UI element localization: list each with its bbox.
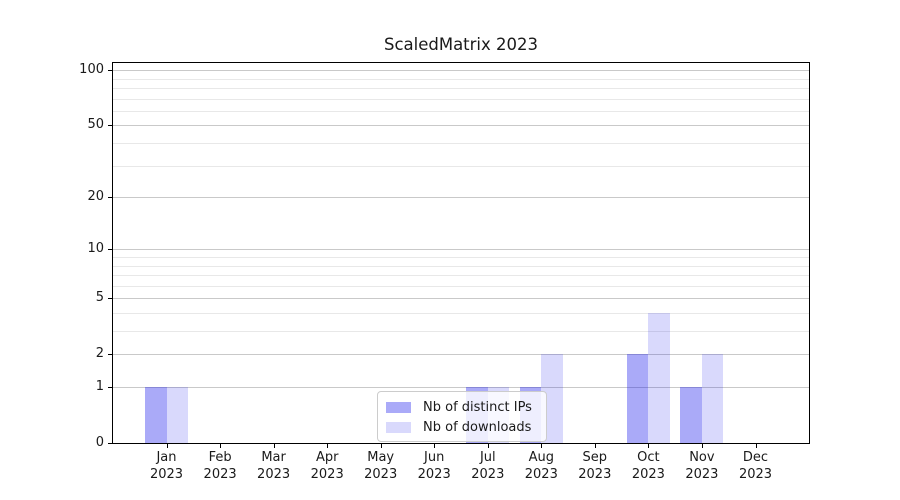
- gridline-y-3: [113, 331, 809, 332]
- x-tick-label-nov: Nov 2023: [685, 450, 719, 482]
- bar-distinct-ips-9: [626, 354, 649, 443]
- x-tick-mark: [220, 444, 222, 448]
- x-tick-mark: [166, 444, 168, 448]
- x-tick-label-mar: Mar 2023: [257, 450, 291, 482]
- x-tick-label-sep: Sep 2023: [578, 450, 612, 482]
- y-tick-label-10: 10: [87, 241, 104, 257]
- gridline-y-8: [113, 265, 809, 267]
- x-tick-label-jun: Jun 2023: [417, 450, 451, 482]
- x-tick-mark: [648, 444, 650, 448]
- x-tick-mark: [273, 444, 275, 448]
- gridline-y-6: [113, 285, 809, 287]
- legend-label-distinct-ips: Nb of distinct IPs: [423, 399, 532, 415]
- x-tick-mark: [541, 444, 543, 448]
- legend-swatch-distinct-ips: [386, 401, 411, 413]
- x-tick-mark: [755, 444, 757, 448]
- x-tick-label-dec: Dec 2023: [738, 450, 773, 482]
- y-tick-label-50: 50: [87, 117, 104, 133]
- bar-distinct-ips-10: [680, 387, 702, 443]
- gridline-y-70: [113, 98, 809, 100]
- x-tick-label-oct: Oct 2023: [631, 450, 665, 482]
- y-tick-label-5: 5: [95, 290, 104, 306]
- y-tick-mark: [108, 197, 112, 198]
- y-tick-mark: [108, 298, 112, 300]
- y-tick-mark: [108, 249, 112, 251]
- plot-area: Nb of distinct IPs Nb of downloads: [112, 62, 810, 444]
- y-tick-label-0: 0: [95, 435, 104, 450]
- legend-row-downloads: Nb of downloads: [386, 417, 538, 437]
- gridline-y-7: [113, 275, 809, 276]
- y-tick-mark: [108, 125, 112, 127]
- gridline-y-2: [113, 354, 809, 356]
- gridline-y-60: [113, 110, 809, 112]
- x-tick-mark: [327, 444, 329, 448]
- x-tick-mark: [434, 444, 436, 448]
- x-tick-label-jul: Jul 2023: [471, 450, 505, 482]
- x-tick-mark: [487, 444, 489, 448]
- x-tick-label-aug: Aug 2023: [524, 450, 558, 482]
- bar-distinct-ips-0: [145, 387, 167, 443]
- y-tick-label-100: 100: [79, 62, 104, 78]
- y-tick-mark: [108, 70, 112, 72]
- bar-downloads-10: [701, 354, 724, 443]
- gridline-y-4: [113, 313, 809, 314]
- y-tick-mark: [108, 354, 112, 356]
- gridline-y-10: [113, 249, 809, 251]
- x-tick-label-jan: Jan 2023: [149, 450, 184, 482]
- gridline-y-40: [113, 142, 809, 144]
- x-tick-label-feb: Feb 2023: [203, 450, 237, 482]
- x-tick-label-may: May 2023: [364, 450, 398, 482]
- x-tick-mark: [701, 444, 703, 448]
- gridline-y-80: [113, 87, 809, 89]
- gridline-y-1: [113, 387, 809, 388]
- gridline-y-5: [113, 298, 809, 300]
- legend-swatch-downloads: [386, 421, 411, 433]
- gridline-y-90: [113, 78, 809, 80]
- gridline-y-20: [113, 197, 809, 198]
- gridline-y-9: [113, 257, 809, 258]
- x-tick-label-apr: Apr 2023: [310, 450, 344, 482]
- x-tick-mark: [594, 444, 596, 448]
- bar-downloads-0: [166, 387, 188, 443]
- legend: Nb of distinct IPs Nb of downloads: [377, 391, 547, 442]
- bar-downloads-9: [648, 313, 670, 443]
- y-tick-mark: [108, 387, 112, 388]
- y-tick-label-1: 1: [95, 379, 104, 394]
- legend-label-downloads: Nb of downloads: [423, 419, 532, 435]
- y-tick-label-20: 20: [87, 189, 104, 204]
- y-tick-mark: [108, 443, 112, 444]
- gridline-y-100: [113, 70, 809, 72]
- gridline-y-30: [113, 165, 809, 167]
- gridline-y-50: [113, 125, 809, 127]
- x-tick-mark: [380, 444, 382, 448]
- legend-row-distinct-ips: Nb of distinct IPs: [386, 397, 538, 417]
- chart-title: ScaledMatrix 2023: [383, 35, 539, 54]
- y-tick-label-2: 2: [95, 346, 104, 362]
